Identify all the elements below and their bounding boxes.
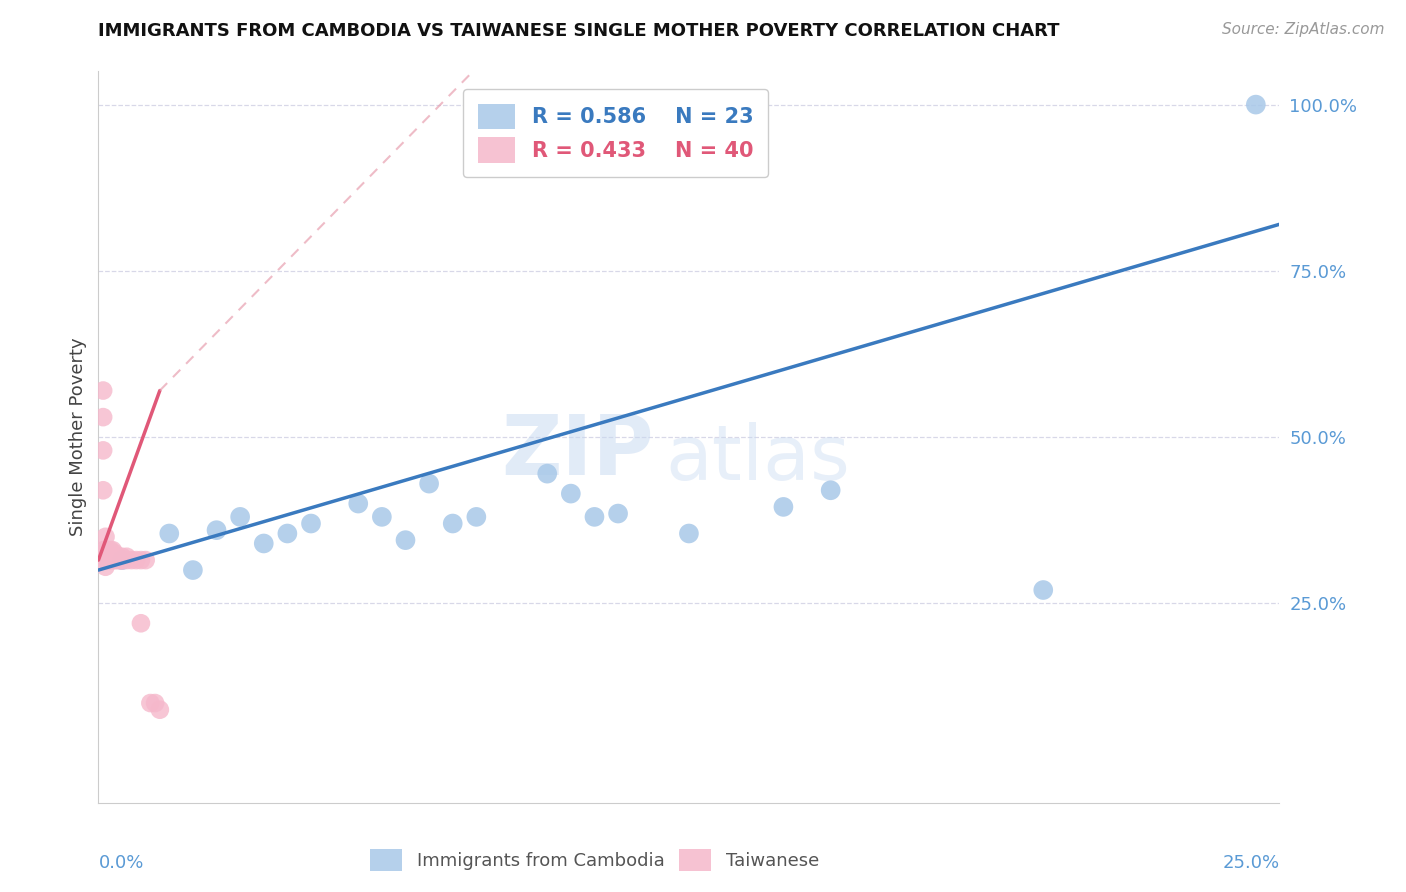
Point — [104, 553, 127, 567]
Point — [135, 553, 157, 567]
Point — [129, 553, 152, 567]
Point — [276, 526, 298, 541]
Point — [101, 549, 124, 564]
Text: Source: ZipAtlas.com: Source: ZipAtlas.com — [1222, 22, 1385, 37]
Point — [181, 563, 204, 577]
Point — [536, 467, 558, 481]
Point — [347, 497, 370, 511]
Point — [97, 553, 120, 567]
Point — [115, 549, 138, 564]
Point — [94, 543, 117, 558]
Point — [94, 559, 117, 574]
Point — [772, 500, 794, 514]
Point — [111, 553, 134, 567]
Point — [111, 549, 134, 564]
Point — [129, 616, 152, 631]
Point — [98, 543, 121, 558]
Point — [583, 509, 606, 524]
Point — [97, 553, 120, 567]
Point — [104, 546, 127, 560]
Point — [253, 536, 276, 550]
Point — [91, 410, 114, 425]
Point — [678, 526, 700, 541]
Point — [105, 553, 128, 567]
Point — [91, 543, 114, 558]
Point — [205, 523, 228, 537]
Point — [820, 483, 842, 498]
Point — [1032, 582, 1054, 597]
Point — [97, 543, 120, 558]
Point — [299, 516, 322, 531]
Point — [125, 553, 148, 567]
Point — [607, 507, 630, 521]
Point — [441, 516, 464, 531]
Point — [97, 553, 120, 567]
Text: ZIP: ZIP — [501, 411, 654, 492]
Point — [465, 509, 488, 524]
Point — [98, 553, 121, 567]
Text: IMMIGRANTS FROM CAMBODIA VS TAIWANESE SINGLE MOTHER POVERTY CORRELATION CHART: IMMIGRANTS FROM CAMBODIA VS TAIWANESE SI… — [98, 22, 1060, 40]
Point — [97, 549, 120, 564]
Point — [94, 553, 117, 567]
Point — [101, 549, 124, 564]
Point — [139, 696, 162, 710]
Text: 0.0%: 0.0% — [98, 854, 143, 872]
Point — [157, 526, 180, 541]
Point — [121, 553, 143, 567]
Point — [97, 543, 120, 558]
Point — [1244, 97, 1267, 112]
Point — [111, 553, 134, 567]
Point — [394, 533, 416, 548]
Text: 25.0%: 25.0% — [1222, 854, 1279, 872]
Point — [101, 553, 124, 567]
Point — [229, 509, 252, 524]
Point — [91, 384, 114, 398]
Y-axis label: Single Mother Poverty: Single Mother Poverty — [69, 338, 87, 536]
Point — [94, 530, 117, 544]
Point — [91, 443, 114, 458]
Point — [149, 703, 172, 717]
Legend: Immigrants from Cambodia, Taiwanese: Immigrants from Cambodia, Taiwanese — [363, 841, 827, 878]
Text: atlas: atlas — [665, 422, 851, 496]
Point — [371, 509, 394, 524]
Point — [111, 553, 134, 567]
Point — [115, 553, 138, 567]
Point — [91, 483, 114, 498]
Point — [105, 549, 128, 564]
Point — [111, 553, 134, 567]
Point — [101, 543, 124, 558]
Point — [418, 476, 440, 491]
Point — [560, 486, 582, 500]
Point — [108, 553, 131, 567]
Point — [143, 696, 166, 710]
